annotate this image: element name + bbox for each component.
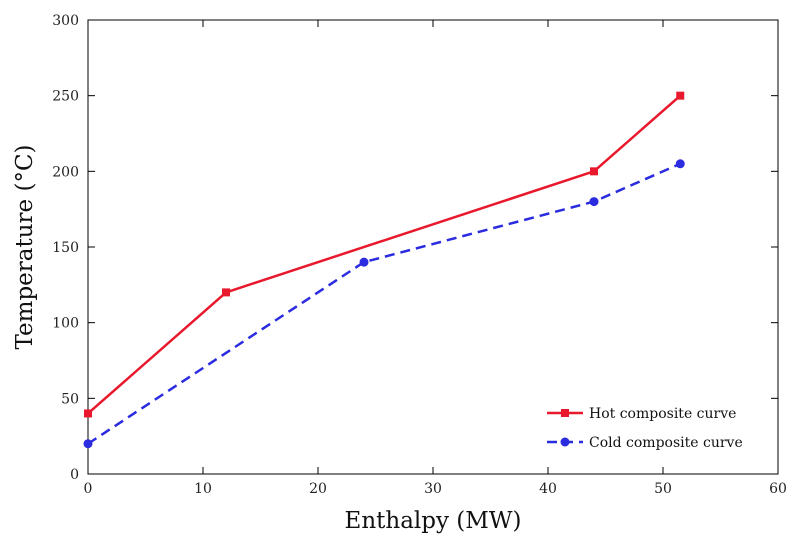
legend-marker	[561, 409, 569, 417]
x-axis-title: Enthalpy (MW)	[345, 508, 522, 534]
plot-area	[87, 19, 779, 475]
data-point	[675, 159, 685, 169]
series-line	[87, 162, 681, 445]
data-point	[676, 91, 685, 100]
x-tick-label: 10	[194, 481, 212, 497]
legend-label: Hot composite curve	[589, 406, 736, 422]
data-point	[590, 167, 598, 176]
data-point	[83, 439, 93, 449]
x-tick-label: 50	[654, 481, 672, 497]
x-tick-label: 40	[539, 481, 557, 497]
y-axis: 0 50 100 150 200 250 300	[52, 13, 778, 483]
legend: Hot composite curve Cold composite curve	[547, 406, 743, 451]
y-tick-label: 50	[61, 391, 79, 407]
y-tick-label: 100	[52, 316, 79, 332]
series-line	[87, 94, 682, 415]
series-layer	[83, 91, 685, 449]
y-tick-label: 300	[52, 13, 79, 29]
data-point	[222, 288, 230, 297]
y-axis-title: Temperature (°C)	[12, 144, 38, 349]
y-tick-label: 0	[70, 467, 79, 483]
legend-marker	[560, 437, 570, 447]
data-point	[84, 409, 92, 418]
x-tick-label: 0	[84, 481, 93, 497]
x-tick-label: 20	[309, 481, 327, 497]
x-tick-label: 60	[769, 481, 787, 497]
y-tick-label: 250	[52, 89, 79, 105]
data-point	[589, 197, 599, 207]
y-tick-label: 150	[52, 240, 79, 256]
legend-label: Cold composite curve	[589, 435, 743, 451]
data-point	[359, 257, 369, 267]
x-tick-label: 30	[424, 481, 442, 497]
x-axis: 0 10 20 30 40 50 60	[84, 20, 787, 497]
y-tick-label: 200	[52, 164, 79, 180]
